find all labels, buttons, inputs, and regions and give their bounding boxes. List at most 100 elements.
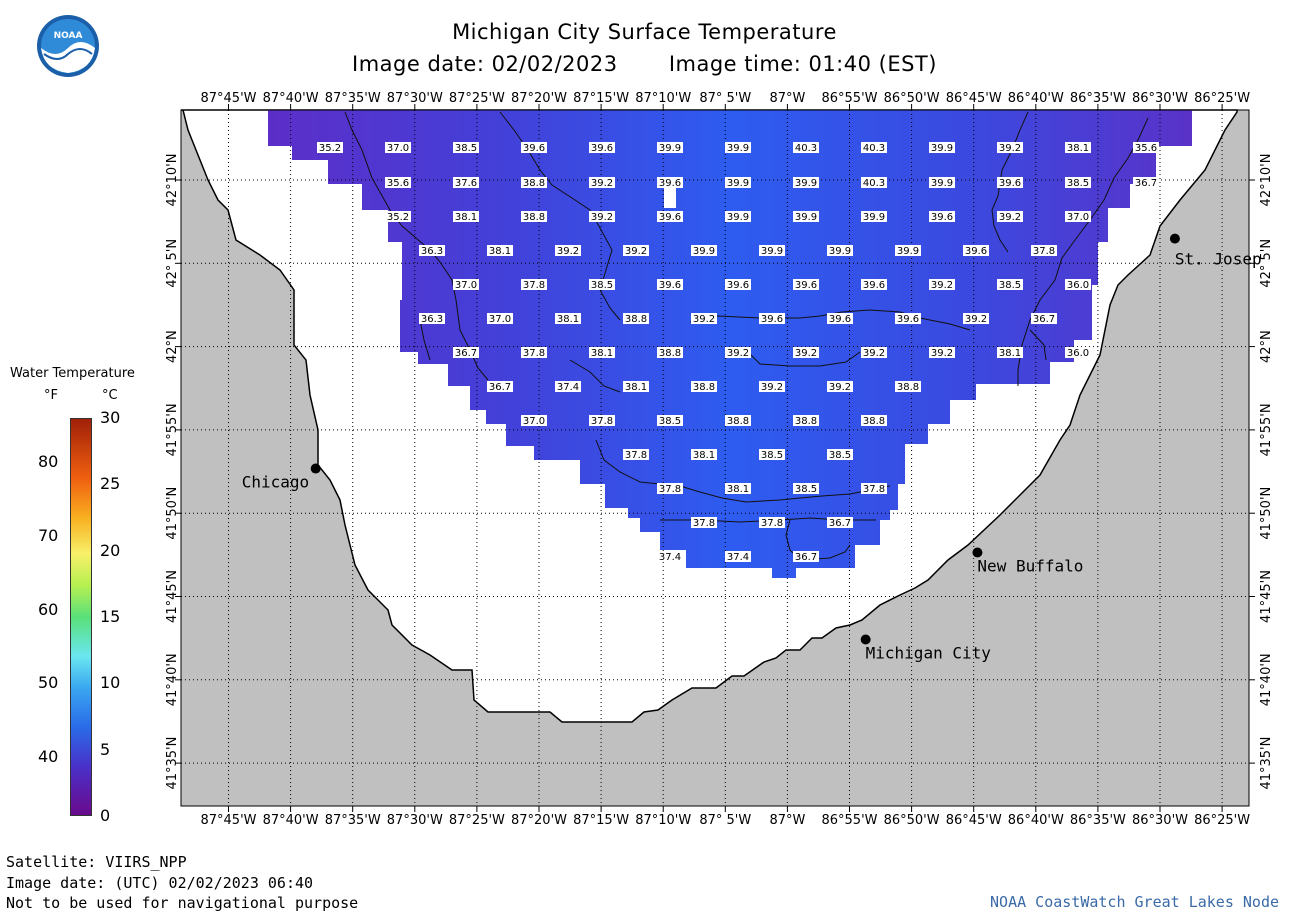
lat-label-right: 42°10'N bbox=[1259, 154, 1274, 207]
temperature-value: 39.9 bbox=[727, 212, 749, 223]
colorbar-c-tick: 5 bbox=[100, 739, 111, 759]
value-box bbox=[725, 551, 751, 562]
value-box bbox=[623, 313, 649, 324]
value-box bbox=[725, 347, 751, 358]
temperature-value: 39.2 bbox=[999, 212, 1021, 223]
lat-label-right: 41°50'N bbox=[1259, 487, 1274, 540]
lon-label-bottom: 87°15'W bbox=[573, 813, 629, 828]
temperature-value: 37.0 bbox=[1067, 212, 1089, 223]
temperature-value: 38.1 bbox=[591, 348, 613, 359]
value-box bbox=[691, 381, 717, 392]
temperature-colorbar bbox=[70, 418, 92, 816]
temperature-value: 37.4 bbox=[727, 552, 749, 563]
temperature-value: 38.1 bbox=[625, 382, 647, 393]
temperature-value: 36.7 bbox=[795, 552, 817, 563]
value-box bbox=[317, 142, 343, 153]
value-box bbox=[793, 279, 819, 290]
lat-label-left: 42° 5'N bbox=[165, 239, 180, 288]
value-box bbox=[861, 142, 887, 153]
temperature-value: 39.9 bbox=[863, 212, 885, 223]
lon-label-bottom: 87°20'W bbox=[511, 813, 567, 828]
value-box bbox=[691, 517, 717, 528]
lon-label-bottom: 87°40'W bbox=[263, 813, 319, 828]
colorbar-f-tick: 60 bbox=[38, 599, 59, 619]
value-box bbox=[487, 381, 513, 392]
temperature-value: 37.8 bbox=[761, 518, 783, 529]
colorbar-f-tick: 50 bbox=[38, 673, 59, 693]
lat-label-right: 41°55'N bbox=[1259, 403, 1274, 456]
value-box bbox=[589, 415, 615, 426]
lon-label-top: 87°25'W bbox=[449, 91, 505, 106]
value-box bbox=[1031, 313, 1057, 324]
value-box bbox=[589, 177, 615, 188]
value-box bbox=[929, 347, 955, 358]
temperature-value: 38.1 bbox=[557, 314, 579, 325]
lat-label-left: 41°55'N bbox=[165, 403, 180, 456]
temperature-value: 39.2 bbox=[829, 382, 851, 393]
value-box bbox=[861, 483, 887, 494]
value-box bbox=[657, 279, 683, 290]
temperature-value: 38.1 bbox=[1067, 143, 1089, 154]
credit-text: NOAA CoastWatch Great Lakes Node bbox=[990, 893, 1279, 911]
city-markers: Chicago St. Josep New Buffalo Michigan City bbox=[242, 233, 1262, 662]
temperature-value: 36.0 bbox=[1067, 280, 1089, 291]
temperature-value: 37.8 bbox=[625, 450, 647, 461]
colorbar-c-tick: 0 bbox=[100, 806, 111, 825]
lon-label-top: 87°15'W bbox=[573, 91, 629, 106]
temperature-value: 38.5 bbox=[999, 280, 1021, 291]
value-box bbox=[691, 245, 717, 256]
value-box bbox=[997, 142, 1023, 153]
lat-label-right: 41°45'N bbox=[1259, 570, 1274, 623]
temperature-value: 37.8 bbox=[1033, 246, 1055, 257]
value-box bbox=[725, 211, 751, 222]
temperature-value: 39.6 bbox=[829, 314, 851, 325]
lon-label-top: 87°45'W bbox=[200, 91, 256, 106]
value-box bbox=[997, 279, 1023, 290]
temperature-value: 39.2 bbox=[863, 348, 885, 359]
temperature-value: 39.6 bbox=[659, 212, 681, 223]
lat-label-right: 42°N bbox=[1259, 330, 1274, 363]
temperature-value: 39.9 bbox=[931, 178, 953, 189]
temperature-value: 39.2 bbox=[795, 348, 817, 359]
temperature-value: 36.3 bbox=[421, 246, 443, 257]
value-box bbox=[453, 177, 479, 188]
value-box bbox=[759, 381, 785, 392]
lon-label-bottom: 87°35'W bbox=[325, 813, 381, 828]
value-box bbox=[521, 279, 547, 290]
value-box bbox=[521, 177, 547, 188]
value-box bbox=[929, 211, 955, 222]
temperature-value: 38.5 bbox=[659, 416, 681, 427]
temperature-value: 38.8 bbox=[523, 178, 545, 189]
temperature-value: 37.4 bbox=[659, 552, 681, 563]
lon-label-top: 87°30'W bbox=[387, 91, 443, 106]
legend-title: Water Temperature bbox=[10, 366, 135, 381]
lat-label-left: 41°40'N bbox=[165, 653, 180, 706]
temperature-value: 39.9 bbox=[829, 246, 851, 257]
no-data-pixel bbox=[664, 184, 676, 208]
temperature-value: 40.3 bbox=[795, 143, 817, 154]
temperature-value: 38.8 bbox=[523, 212, 545, 223]
lat-label-right: 41°40'N bbox=[1259, 653, 1274, 706]
colorbar-c-tick: 10 bbox=[100, 673, 121, 693]
temperature-value: 39.6 bbox=[761, 314, 783, 325]
temperature-value: 36.7 bbox=[829, 518, 851, 529]
temperature-value: 39.9 bbox=[693, 246, 715, 257]
temperature-value: 39.9 bbox=[795, 212, 817, 223]
temperature-value: 37.0 bbox=[523, 416, 545, 427]
map-title: Michigan City Surface Temperature bbox=[452, 20, 837, 44]
lon-label-top: 86°35'W bbox=[1070, 91, 1126, 106]
temperature-value: 39.9 bbox=[761, 246, 783, 257]
temperature-value: 39.6 bbox=[999, 178, 1021, 189]
temperature-value: 39.2 bbox=[761, 382, 783, 393]
temperature-value: 39.2 bbox=[625, 246, 647, 257]
temperature-value: 36.7 bbox=[1033, 314, 1055, 325]
value-box bbox=[419, 245, 445, 256]
value-box bbox=[1065, 142, 1091, 153]
temperature-value: 35.2 bbox=[387, 212, 409, 223]
lon-label-top: 86°55'W bbox=[821, 91, 877, 106]
temperature-value: 39.2 bbox=[931, 280, 953, 291]
value-box bbox=[1133, 142, 1159, 153]
value-box bbox=[453, 142, 479, 153]
lon-label-bottom: 86°25'W bbox=[1194, 813, 1250, 828]
colorbar-c-tick: 20 bbox=[100, 540, 121, 560]
